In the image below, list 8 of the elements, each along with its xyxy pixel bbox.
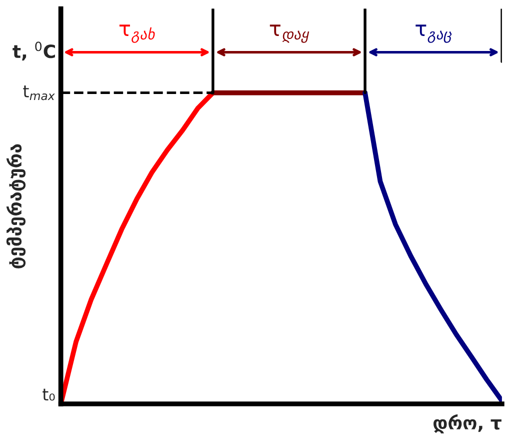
text: τ$_{გახ}$ bbox=[119, 24, 155, 43]
x-axis-title: დრო, τ bbox=[434, 414, 502, 434]
ref-line-label: t$_{max}$ bbox=[23, 86, 55, 100]
text: τ$_{დაყ}$ bbox=[270, 24, 310, 43]
ref-line-label: t₀ bbox=[42, 388, 55, 401]
text: τ$_{გაც}$ bbox=[416, 24, 452, 43]
y-axis-title: ტემპერატურა bbox=[6, 144, 26, 268]
text: t, $^{0}$C bbox=[12, 42, 55, 60]
